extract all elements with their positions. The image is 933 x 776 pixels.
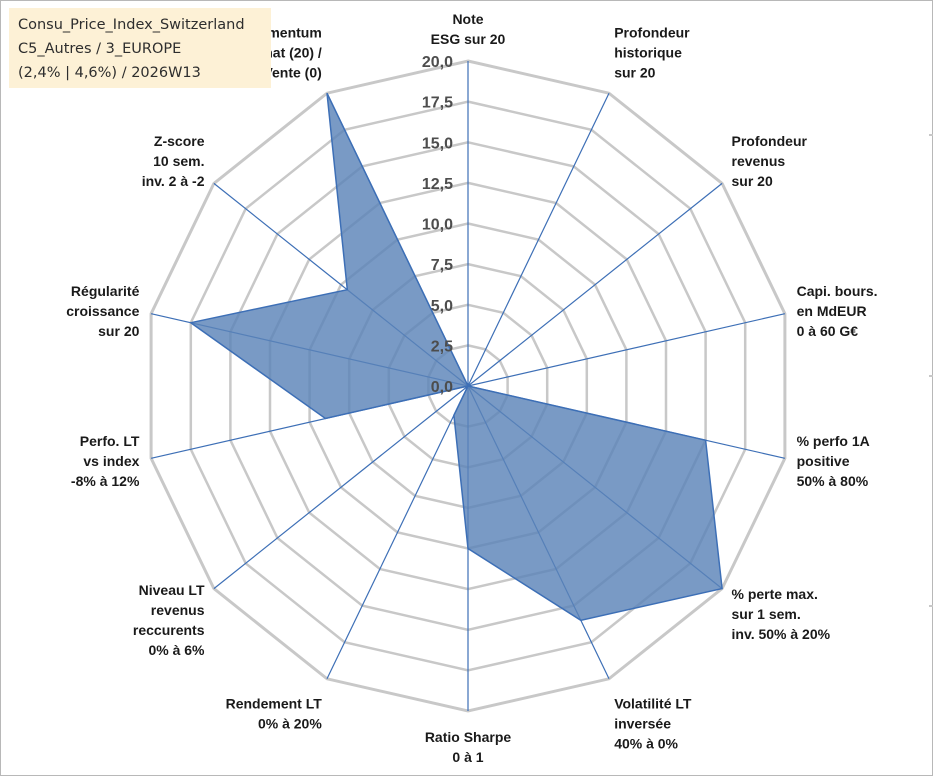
axis-spoke [467,313,786,387]
series-info-box: Consu_Price_Index_Switzerland C5_Autres … [9,8,271,88]
r-tick-label: 12,5 [422,176,453,193]
category-label-line: historique [614,44,682,60]
category-label-line: Capi. bours. [797,283,878,299]
category-label-line: Perfo. LT [80,433,140,449]
category-label-line: 10 sem. [153,153,204,169]
series-area [188,92,723,622]
axis-spoke [467,182,723,387]
r-tick-label: 20,0 [422,54,453,71]
tick-label-layer: 0,0 2,5 5,0 7,5 10,0 12,5 15,0 17,5 20,0 [422,54,453,396]
edge-gridline-mark [929,134,933,136]
axis-spoke [213,385,469,590]
category-label-line: reccurents [133,622,205,638]
category-label: Régularité croissance sur 20 [66,283,139,339]
r-tick-label: 17,5 [422,95,453,112]
category-label-line: Volatilité LT [614,696,692,712]
category-label-line: Niveau LT [139,582,205,598]
r-tick-label: 5,0 [431,298,453,315]
category-label-line: % perfo 1A [797,433,870,449]
category-label-line: 0% à 6% [148,642,205,658]
category-label-line: % perte max. [732,586,818,602]
category-label: Ratio Sharpe 0 à 1 [425,729,512,765]
category-label-line: ESG sur 20 [431,31,506,47]
r-tick-label: 10,0 [422,217,453,234]
category-label-line: Rendement LT [226,696,323,712]
category-label-line: Régularité [71,283,140,299]
category-label-line: vs index [83,453,139,469]
category-label-line: inversée [614,716,671,732]
r-tick-label: 0,0 [431,379,453,396]
category-label-line: -8% à 12% [71,473,140,489]
r-tick-label: 15,0 [422,135,453,152]
edge-gridline-mark [929,375,933,377]
category-label: Z-score 10 sem. inv. 2 à -2 [142,133,205,189]
axis-spoke [326,385,469,680]
category-label-line: 40% à 0% [614,736,678,752]
r-tick-label: 2,5 [431,338,453,355]
category-label-line: Note [452,11,483,27]
category-label-layer: Note ESG sur 20 Profondeur historique sur 20… [66,11,877,765]
category-label-line: Ratio Sharpe [425,729,512,745]
category-label-line: en MdEUR [797,303,867,319]
category-label: % perfo 1A positive 50% à 80% [797,433,870,489]
category-label-line: positive [797,453,850,469]
axis-spoke [467,92,610,387]
info-line-1: Consu_Price_Index_Switzerland [18,17,245,33]
category-label-line: Profondeur [614,24,690,40]
category-label-line: Vente (0) [263,64,321,80]
category-label-line: sur 20 [98,323,139,339]
category-label-line: croissance [66,303,139,319]
category-label-line: sur 1 sem. [732,606,801,622]
category-label-line: Z-score [154,133,205,149]
category-label-line: sur 20 [614,64,655,80]
category-label: Profondeur historique sur 20 [614,24,690,80]
r-tick-label: 7,5 [431,257,453,274]
category-label-line: revenus [151,602,205,618]
category-label: Rendement LT 0% à 20% [226,696,323,732]
category-label-line: inv. 50% à 20% [732,626,831,642]
category-label: % perte max. sur 1 sem. inv. 50% à 20% [732,586,831,642]
category-label: Niveau LT revenus reccurents 0% à 6% [133,582,205,658]
info-line-3: (2,4% | 4,6%) / 2026W13 [18,65,201,81]
category-label-line: revenus [732,153,786,169]
edge-gridline-mark [929,605,933,607]
category-label: Note ESG sur 20 [431,11,506,47]
category-label-line: Profondeur [732,133,808,149]
category-label: Capi. bours. en MdEUR 0 à 60 G€ [797,283,878,339]
category-label-line: inv. 2 à -2 [142,173,205,189]
series-layer [188,92,723,622]
category-label-line: 0% à 20% [258,716,322,732]
category-label: Perfo. LT vs index -8% à 12% [71,433,140,489]
info-line-2: C5_Autres / 3_EUROPE [18,41,182,57]
category-label: Volatilité LT inversée 40% à 0% [614,696,692,752]
category-label-line: 50% à 80% [797,473,869,489]
category-label-line: 0 à 1 [452,749,483,765]
category-label-line: sur 20 [732,173,773,189]
category-label: Profondeur revenus sur 20 [732,133,808,189]
category-label-line: 0 à 60 G€ [797,323,859,339]
